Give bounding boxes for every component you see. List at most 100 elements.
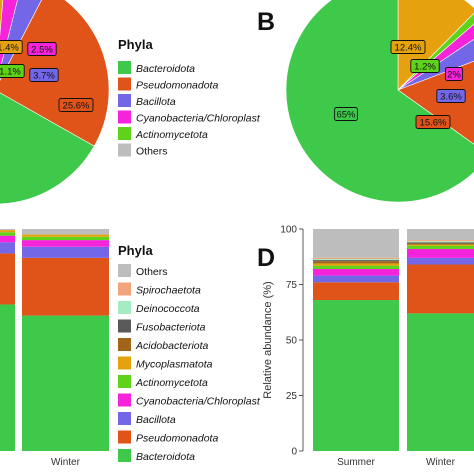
pie-label-box: [27, 42, 57, 56]
bar-segment-mycoplasmatota: [313, 263, 399, 266]
legend-swatch-actinomycetota: [118, 375, 131, 388]
legend-item-others: Others: [136, 146, 168, 158]
pie-label-box: [0, 64, 25, 78]
pie-data-label: 1.2%: [414, 61, 436, 72]
pie-label-box: [444, 67, 464, 81]
bar-segment-deinococcota: [407, 241, 474, 243]
bar-segment-actinomycetota: [0, 232, 15, 236]
pie-data-label: 3.6%: [440, 91, 462, 102]
pie-label-box: [410, 59, 440, 73]
legend-item-spirochaetota: Spirochaetota: [136, 285, 201, 297]
x-tick-label: Winter: [51, 457, 81, 468]
y-tick-label: 25: [286, 391, 298, 402]
pie-slice-others: [0, 0, 4, 37]
bar-segment-fusobacteriota: [313, 260, 399, 262]
bar-segment-actinomycetota: [313, 265, 399, 269]
bar-segment-deinococcota: [313, 258, 399, 261]
bar-segment-bacillota: [22, 246, 109, 258]
bar-segment-others: [407, 229, 474, 241]
bar-segment-cyanobacteria-chloroplast: [0, 235, 15, 243]
bar-segment-cyanobacteria-chloroplast: [313, 268, 399, 276]
legend-top: Phyla Bacteroidota Pseudomonadota Bacillota…: [118, 37, 261, 158]
bar-segment-others: [313, 229, 399, 258]
legend-swatch-cyanobacteria-chloroplast: [118, 393, 131, 407]
bar-chart-c: Winter: [0, 229, 109, 468]
pie-label-box: [436, 89, 466, 103]
bar-segment-bacillota: [313, 275, 399, 283]
pie-chart-a: 1.4% 2.5% 3.7% 25.6% 1.1%: [0, 0, 110, 205]
legend-item-mycoplasmatota: Mycoplasmatota: [136, 359, 213, 371]
pie-label-box: [334, 107, 358, 121]
pie-data-label: 3.7%: [33, 70, 55, 81]
legend-item-deinococcota: Deinococcota: [136, 303, 200, 315]
bar-segment-bacteroidota: [407, 313, 474, 451]
bar-segment-bacillota: [0, 242, 15, 254]
pie-data-label: 25.6%: [63, 100, 90, 111]
bar-segment-cyanobacteria-chloroplast: [407, 248, 474, 258]
x-tick-label: Winter: [426, 457, 456, 468]
legend-item-cyanobacteria-chloroplast: Cyanobacteria/Chloroplast: [136, 113, 261, 125]
y-axis-label: Relative abundance (%): [262, 281, 274, 398]
y-tick-label: 0: [291, 447, 297, 458]
bar-segment-mycoplasmatota: [22, 234, 109, 237]
legend-title: Phyla: [118, 37, 153, 52]
pie-label-box: [0, 40, 23, 54]
bar-segment-pseudomonadota: [313, 282, 399, 301]
legend-swatch-bacillota: [118, 94, 131, 107]
bar-segment-acidobacteriota: [407, 243, 474, 245]
legend-swatch-mycoplasmatota: [118, 356, 131, 370]
bar-segment-fusobacteriota: [407, 242, 474, 244]
bar-segment-bacteroidota: [0, 304, 15, 451]
y-tick-label: 50: [286, 336, 298, 347]
bar-segment-actinomycetota: [407, 245, 474, 249]
bar-segment-acidobacteriota: [313, 261, 399, 264]
bar-segment-pseudomonadota: [22, 257, 109, 316]
legend-item-actinomycetota: Actinomycetota: [135, 377, 208, 389]
legend-swatch-actinomycetota: [118, 127, 131, 140]
legend-title: Phyla: [118, 243, 153, 258]
legend-item-bacillota: Bacillota: [136, 414, 176, 426]
bar-segment-others: [22, 229, 109, 235]
pie-slice-bacteroidota: [285, 0, 474, 203]
pie-data-label: 65%: [336, 109, 356, 120]
legend-swatch-pseudomonadota: [118, 77, 131, 91]
legend-item-acidobacteriota: Acidobacteriota: [135, 340, 209, 352]
pie-data-label: 1.1%: [0, 66, 21, 77]
legend-item-others: Others: [136, 266, 168, 278]
panel-letter-b: B: [257, 8, 275, 36]
bar-segment-bacillota: [407, 257, 474, 265]
legend-swatch-spirochaetota: [118, 282, 131, 296]
bar-segment-mycoplasmatota: [0, 230, 15, 233]
legend-item-cyanobacteria-chloroplast: Cyanobacteria/Chloroplast: [136, 396, 261, 408]
pie-chart-b: 12.4% 1.2% 2% 3.6% 15.6% 65%: [285, 0, 474, 203]
bar-segment-mycoplasmatota: [407, 244, 474, 246]
legend-swatch-cyanobacteria-chloroplast: [118, 110, 131, 124]
legend-item-bacteroidota: Bacteroidota: [136, 63, 195, 75]
pie-slice-bacteroidota: [0, 92, 95, 205]
legend-swatch-pseudomonadota: [118, 430, 131, 444]
legend-bottom: Phyla Others Spirochaetota Deinococcota Fuso…: [118, 243, 261, 463]
legend-swatch-bacteroidota: [118, 61, 131, 74]
legend-swatch-fusobacteriota: [118, 319, 131, 333]
pie-data-label: 12.4%: [395, 42, 422, 53]
bar-segment-pseudomonadota: [0, 253, 15, 305]
bar-segment-bacteroidota: [22, 315, 109, 451]
pie-label-box: [390, 40, 426, 54]
bar-segment-actinomycetota: [22, 236, 109, 241]
bar-segment-cyanobacteria-chloroplast: [22, 240, 109, 247]
bar-segment-pseudomonadota: [407, 264, 474, 314]
legend-item-bacteroidota: Bacteroidota: [136, 451, 195, 463]
bar-chart-d: Summer Winter 0 25 50 75 100 Relative abundance…: [262, 225, 474, 468]
legend-item-pseudomonadota: Pseudomonadota: [136, 433, 218, 445]
pie-label-box: [29, 68, 59, 82]
pie-slice-cyanobacteria-chloroplast: [397, 23, 474, 91]
pie-data-label: 15.6%: [420, 117, 447, 128]
legend-swatch-deinococcota: [118, 301, 131, 314]
legend-swatch-others: [118, 264, 131, 277]
legend-item-fusobacteriota: Fusobacteriota: [136, 322, 206, 334]
y-tick-label: 100: [280, 225, 297, 236]
legend-item-actinomycetota: Actinomycetota: [135, 129, 208, 141]
pie-slice-pseudomonadota: [397, 60, 474, 145]
y-tick-label: 75: [286, 280, 298, 291]
